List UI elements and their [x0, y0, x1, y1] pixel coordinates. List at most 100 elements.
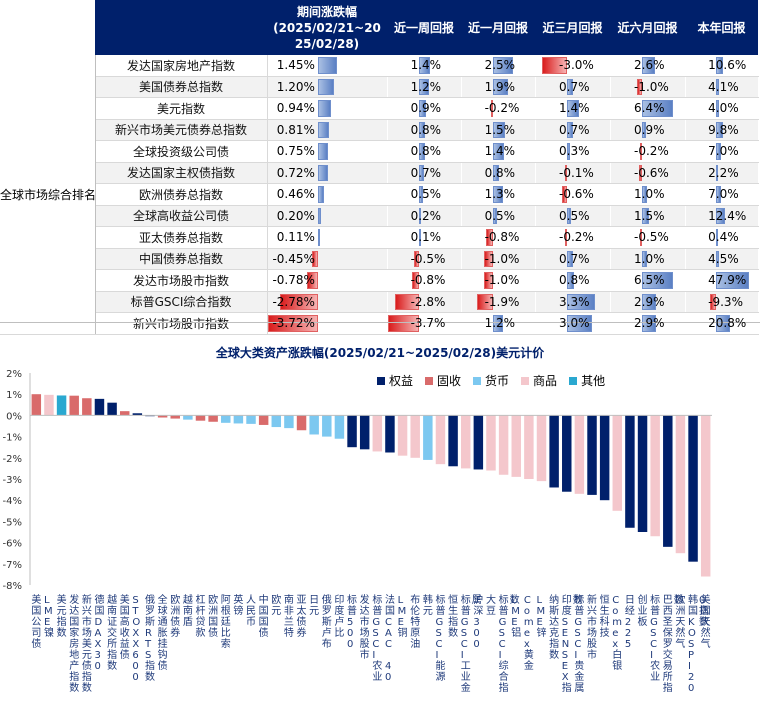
value-cell: 0.11% — [267, 226, 388, 249]
value-label: 6.5% — [634, 273, 665, 288]
x-tick-label: 俄罗斯 R T S 指数 — [144, 594, 155, 683]
bar — [69, 395, 79, 416]
value-label: 3.0% — [559, 316, 590, 331]
value-label: 0.5% — [484, 208, 516, 223]
value-label: -3.72% — [272, 316, 315, 331]
data-bar — [639, 164, 642, 181]
table-row: 中国债券总指数 -0.45% -0.5% -1.0% 0.7% 1.0% 4.5% — [0, 248, 759, 270]
y-tick-label: -2% — [3, 454, 22, 465]
value-cell: 2.9% — [610, 312, 686, 335]
bar — [119, 411, 130, 416]
bar — [195, 415, 206, 421]
x-tick-label: 沪深 3 0 0 — [473, 593, 483, 650]
x-tick-label: 发达国家房地产指数 — [69, 593, 79, 694]
row-name: 全球高收益公司债 — [95, 205, 268, 227]
table-row: 新兴市场美元债券总指数 0.81% 0.8% 1.5% 0.7% 0.9% 9.8% — [0, 119, 759, 141]
legend-swatch — [425, 376, 434, 385]
value-label: -0.8% — [484, 230, 520, 245]
header-cell-4: 近一月回报 — [461, 0, 535, 55]
bar — [460, 415, 471, 469]
x-tick-label: 阿根廷比索 — [221, 594, 231, 650]
value-cell: -0.78% — [267, 269, 388, 292]
x-tick-label: 标普 G S C I 工业金属 — [461, 594, 482, 694]
bar — [410, 415, 420, 458]
x-tick-label: 恒生指数 — [448, 593, 458, 639]
legend-swatch — [569, 376, 578, 385]
value-label: 0.8% — [410, 144, 442, 159]
value-label: 0.20% — [276, 208, 315, 223]
data-bar — [642, 57, 655, 74]
row-name: 全球投资级公司债 — [95, 140, 268, 163]
data-bar — [492, 186, 504, 203]
data-bar — [267, 315, 318, 332]
data-bar — [317, 207, 321, 224]
data-bar — [567, 100, 579, 117]
table-body: 全球市场综合排名 发达国家房地产指数 1.45% 1.4% 2.5% -3.0% 2.6% 1… — [0, 55, 759, 335]
value-cell: -0.45% — [267, 248, 388, 270]
value-label: 6.4% — [634, 101, 665, 116]
value-label: -0.2% — [634, 144, 669, 159]
x-tick-label: 创业板 — [638, 593, 648, 628]
value-label: 0.4% — [708, 230, 739, 245]
value-cell: 0.94% — [267, 97, 388, 120]
value-cell: -0.5% — [387, 248, 462, 270]
value-label: 2.6% — [634, 58, 665, 73]
value-label: 1.5% — [634, 208, 665, 223]
data-bar — [307, 272, 318, 289]
value-label: -3.0% — [559, 58, 594, 73]
header-cell-7: 本年回报 — [685, 0, 758, 55]
data-bar — [642, 250, 647, 267]
value-label: -0.8% — [410, 273, 446, 288]
table-row: 全球高收益公司债 0.20% 0.2% 0.5% 0.5% 1.5% 12.4% — [0, 205, 759, 227]
value-cell: 0.75% — [267, 140, 388, 163]
x-tick-label: 美元指数 — [57, 593, 67, 639]
data-bar — [567, 272, 574, 289]
x-tick-label: 韩元 — [423, 593, 433, 617]
value-cell: 0.7% — [535, 76, 611, 98]
data-bar — [476, 293, 493, 310]
x-tick-label: 人民币 — [246, 594, 256, 628]
row-name: 新兴市场美元债券总指数 — [95, 119, 268, 141]
data-bar — [716, 315, 731, 332]
value-label: 3.3% — [559, 294, 590, 309]
data-bar — [716, 250, 720, 267]
x-tick-label: 日经 2 2 5 — [625, 595, 635, 650]
value-label: 0.94% — [276, 101, 315, 116]
value-cell: 2.5% — [461, 55, 536, 77]
data-bar — [418, 78, 429, 95]
value-cell: 2.6% — [610, 55, 686, 77]
value-cell: 20.8% — [685, 312, 759, 335]
value-cell: 6.5% — [610, 269, 686, 292]
value-cell: 12.4% — [685, 205, 759, 227]
value-label: 0.9% — [410, 101, 442, 116]
value-cell: -3.0% — [535, 55, 611, 77]
data-bar — [492, 143, 505, 160]
table-header-row: 期间涨跌幅 (2025/02/21~20 25/02/28) 近一周回报 近一月回报… — [0, 0, 758, 55]
value-cell: 0.8% — [461, 162, 536, 184]
data-bar — [484, 272, 493, 289]
value-cell: 4.5% — [685, 248, 759, 270]
value-label: 1.45% — [276, 58, 315, 73]
y-tick-label: 0% — [6, 411, 22, 422]
x-tick-label: 美国天然气 — [701, 593, 711, 650]
x-tick-label: 南非兰特 — [284, 593, 294, 639]
row-name: 美元指数 — [95, 97, 268, 120]
section-divider — [0, 322, 760, 323]
value-label: 1.4% — [410, 58, 442, 73]
value-label: 0.3% — [559, 144, 590, 159]
value-cell: 6.4% — [610, 97, 686, 120]
x-tick-label: 欧元 — [271, 594, 281, 617]
data-bar — [567, 78, 573, 95]
data-bar — [492, 207, 497, 224]
value-cell: 0.81% — [267, 119, 388, 141]
chart-legend: 权益 固收 货币 商品 其他 — [377, 372, 605, 389]
value-label: 4.0% — [708, 101, 739, 116]
bar — [663, 415, 673, 547]
value-cell: 0.20% — [267, 205, 388, 227]
legend-label: 货币 — [485, 374, 510, 388]
data-bar — [492, 164, 500, 181]
value-cell: -2.78% — [267, 291, 388, 313]
